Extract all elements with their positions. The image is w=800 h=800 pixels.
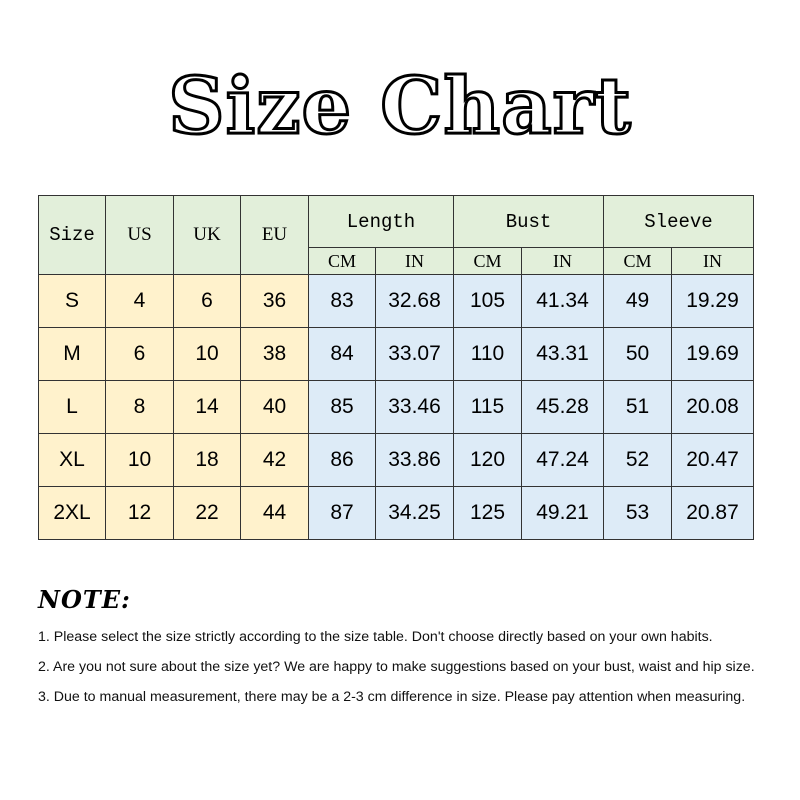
header-length: Length <box>308 195 454 248</box>
header-uk: UK <box>173 195 241 275</box>
table-cell: 40 <box>240 380 309 434</box>
table-cell: 115 <box>453 380 522 434</box>
table-cell: 36 <box>240 274 309 328</box>
unit-in: IN <box>375 247 454 275</box>
table-cell: 33.86 <box>375 433 454 487</box>
table-cell: 42 <box>240 433 309 487</box>
size-table: Size US UK EU Length Bust Sleeve CM IN C… <box>38 195 754 540</box>
table-row: M 6 10 38 84 33.07 110 43.31 50 19.69 <box>38 327 754 381</box>
table-cell: 10 <box>105 433 174 487</box>
table-cell: 19.69 <box>671 327 754 381</box>
table-cell: 14 <box>173 380 241 434</box>
table-cell: 47.24 <box>521 433 604 487</box>
table-cell: 20.08 <box>671 380 754 434</box>
note-item: 2. Are you not sure about the size yet? … <box>38 659 755 675</box>
header-size: Size <box>38 195 106 275</box>
unit-cm: CM <box>603 247 672 275</box>
table-cell: 20.87 <box>671 486 754 540</box>
table-cell: 120 <box>453 433 522 487</box>
table-cell: 85 <box>308 380 376 434</box>
table-cell: 20.47 <box>671 433 754 487</box>
header-eu: EU <box>240 195 309 275</box>
table-cell: 110 <box>453 327 522 381</box>
table-cell: 44 <box>240 486 309 540</box>
table-cell: 52 <box>603 433 672 487</box>
header-us: US <box>105 195 174 275</box>
table-cell: 125 <box>453 486 522 540</box>
table-cell: 105 <box>453 274 522 328</box>
note-item: 1. Please select the size strictly accor… <box>38 629 713 645</box>
table-cell: 45.28 <box>521 380 604 434</box>
note-item: 3. Due to manual measurement, there may … <box>38 689 746 705</box>
table-cell: 49.21 <box>521 486 604 540</box>
table-cell: 87 <box>308 486 376 540</box>
table-cell: 19.29 <box>671 274 754 328</box>
table-cell: 43.31 <box>521 327 604 381</box>
page-title: Size Chart <box>167 60 633 153</box>
table-cell: 6 <box>105 327 174 381</box>
table-cell: 33.46 <box>375 380 454 434</box>
table-cell: 33.07 <box>375 327 454 381</box>
table-row: 2XL 12 22 44 87 34.25 125 49.21 53 20.87 <box>38 486 754 540</box>
table-cell: M <box>38 327 106 381</box>
note-heading: NOTE: <box>38 585 131 614</box>
table-cell: 38 <box>240 327 309 381</box>
table-cell: 10 <box>173 327 241 381</box>
table-cell: 49 <box>603 274 672 328</box>
table-cell: 84 <box>308 327 376 381</box>
table-cell: 8 <box>105 380 174 434</box>
table-row: XL 10 18 42 86 33.86 120 47.24 52 20.47 <box>38 433 754 487</box>
table-cell: 12 <box>105 486 174 540</box>
table-cell: 83 <box>308 274 376 328</box>
table-cell: L <box>38 380 106 434</box>
table-cell: 51 <box>603 380 672 434</box>
table-cell: 32.68 <box>375 274 454 328</box>
header-sleeve: Sleeve <box>603 195 754 248</box>
table-cell: 53 <box>603 486 672 540</box>
table-cell: 22 <box>173 486 241 540</box>
table-cell: XL <box>38 433 106 487</box>
table-cell: 18 <box>173 433 241 487</box>
table-cell: 6 <box>173 274 241 328</box>
table-cell: 4 <box>105 274 174 328</box>
table-cell: 34.25 <box>375 486 454 540</box>
unit-cm: CM <box>308 247 376 275</box>
note-list: 1. Please select the size strictly accor… <box>38 627 755 717</box>
table-cell: 2XL <box>38 486 106 540</box>
header-bust: Bust <box>453 195 604 248</box>
unit-in: IN <box>521 247 604 275</box>
table-cell: S <box>38 274 106 328</box>
unit-cm: CM <box>453 247 522 275</box>
table-row: L 8 14 40 85 33.46 115 45.28 51 20.08 <box>38 380 754 434</box>
table-cell: 41.34 <box>521 274 604 328</box>
table-cell: 50 <box>603 327 672 381</box>
table-cell: 86 <box>308 433 376 487</box>
unit-in: IN <box>671 247 754 275</box>
table-row: S 4 6 36 83 32.68 105 41.34 49 19.29 <box>38 274 754 328</box>
